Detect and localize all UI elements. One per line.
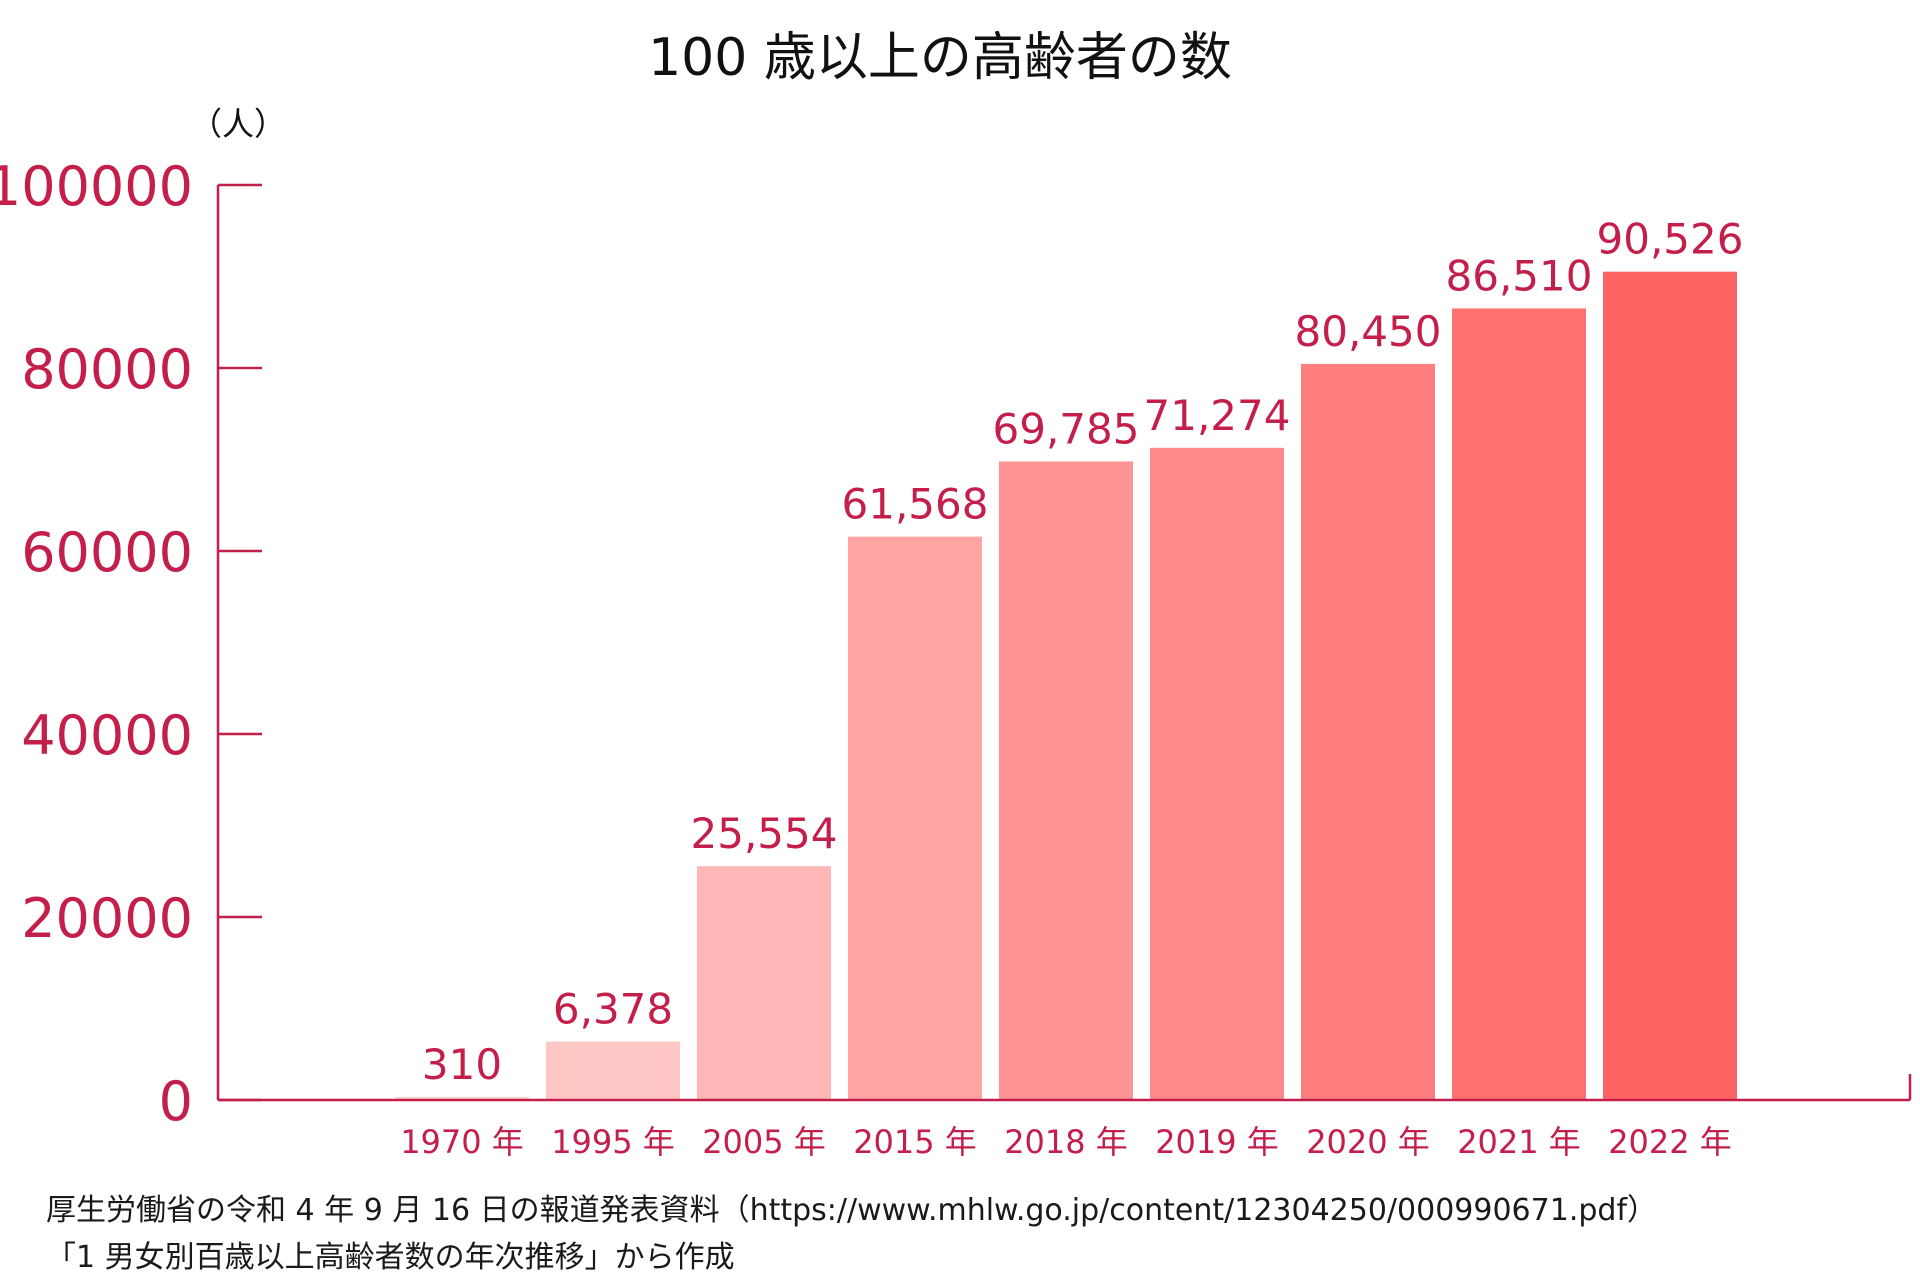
y-tick-label: 20000 (21, 887, 193, 950)
bar (395, 1097, 529, 1100)
x-tick-label: 2015 年 (853, 1123, 977, 1161)
y-axis: 0 20000 40000 60000 80000 100000 (0, 155, 262, 1133)
source-note-line-2: 「1 男女別百歳以上高齢者数の年次推移」から作成 (46, 1240, 735, 1275)
bar (546, 1041, 680, 1100)
y-tick-label: 60000 (21, 521, 193, 584)
bar (1452, 308, 1586, 1101)
bar-value-label: 69,785 (993, 404, 1140, 453)
x-tick-label: 2005 年 (702, 1123, 826, 1161)
bar-value-label: 61,568 (842, 480, 989, 529)
x-tick-label: 2021 年 (1457, 1123, 1581, 1161)
bar-value-label: 80,450 (1295, 307, 1442, 356)
bar-value-label: 6,378 (553, 985, 673, 1034)
bar-value-label: 71,274 (1144, 391, 1291, 440)
chart-title: 100 歳以上の高齢者の数 (648, 28, 1232, 88)
y-tick-label: 0 (159, 1070, 193, 1133)
bar-value-label: 310 (422, 1040, 502, 1089)
bar (1603, 271, 1737, 1100)
bar-value-label: 86,510 (1446, 251, 1593, 300)
x-axis: 1970 年 1995 年 2005 年 2015 年 2018 年 2019 年 2020… (218, 1074, 1912, 1161)
bars (395, 271, 1737, 1101)
x-tick-label: 1995 年 (551, 1123, 675, 1161)
x-tick-label: 2019 年 (1155, 1123, 1279, 1161)
bar-value-label: 25,554 (691, 809, 838, 858)
x-tick-label: 2018 年 (1004, 1123, 1128, 1161)
bar (697, 866, 831, 1100)
bar (999, 461, 1133, 1100)
y-tick-label: 80000 (21, 338, 193, 401)
x-tick-label: 2020 年 (1306, 1123, 1430, 1161)
bar (1150, 447, 1284, 1100)
bar-value-label: 90,526 (1597, 215, 1744, 264)
source-note-line-1: 厚生労働省の令和 4 年 9 月 16 日の報道発表資料（https://www… (46, 1193, 1658, 1228)
y-tick-label: 40000 (21, 704, 193, 767)
x-tick-label: 2022 年 (1608, 1123, 1732, 1161)
bar (1301, 363, 1435, 1100)
bar (848, 536, 982, 1100)
x-tick-label: 1970 年 (400, 1123, 524, 1161)
y-tick-label: 100000 (0, 155, 193, 218)
y-axis-unit-label: （人） (190, 105, 286, 143)
